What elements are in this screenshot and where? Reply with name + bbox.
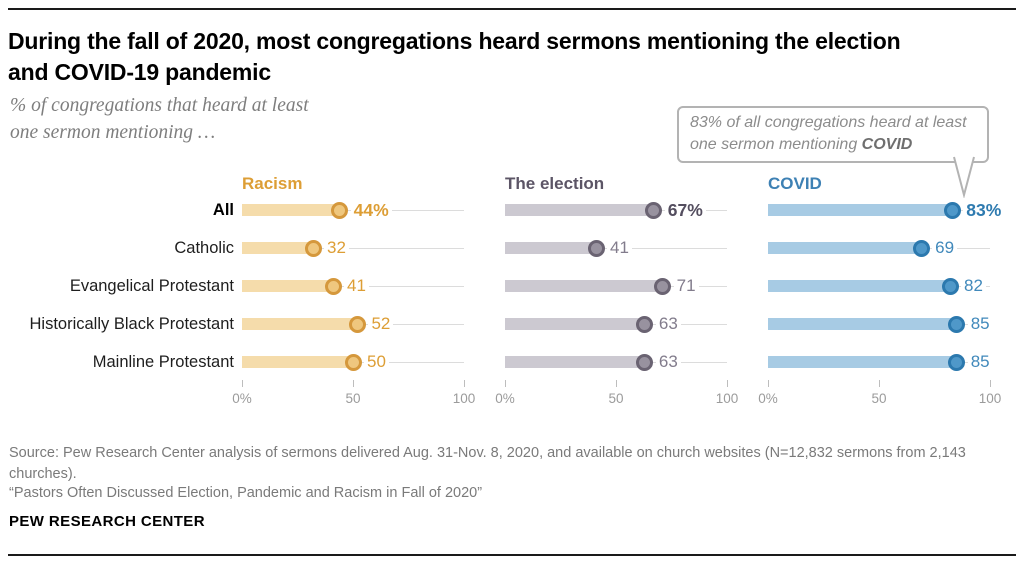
row-label-all: All xyxy=(212,201,234,219)
page-title: During the fall of 2020, most congregati… xyxy=(8,26,1018,88)
bottom-rule xyxy=(8,554,1016,556)
axis-tick xyxy=(464,380,465,387)
value-label: 63 xyxy=(655,314,681,334)
value-label: 69 xyxy=(932,238,958,258)
dot-marker xyxy=(948,353,966,371)
pew-research-center-wordmark: PEW RESEARCH CENTER xyxy=(9,513,205,530)
dot-marker xyxy=(304,239,322,257)
value-label: 32 xyxy=(324,238,349,258)
dot-marker xyxy=(587,239,605,257)
value-label: 82 xyxy=(961,276,986,296)
callout-text: 83% of all congregations heard at least … xyxy=(690,114,967,153)
axis-tick xyxy=(879,380,880,387)
axis-tick xyxy=(242,380,243,387)
chart-subtitle: % of congregations that heard at least o… xyxy=(10,92,440,146)
callout-annotation: 83% of all congregations heard at least … xyxy=(677,106,989,163)
dot-marker xyxy=(636,315,654,333)
subtitle-line-1: % of congregations that heard at least xyxy=(10,95,309,116)
row-label-evangelical-protestant: Evangelical Protestant xyxy=(69,277,234,295)
bar-covid-all xyxy=(768,204,953,216)
title-line-1: During the fall of 2020, most congregati… xyxy=(8,28,901,54)
axis-tick-label: 100 xyxy=(978,391,1002,406)
bar-the-election-all xyxy=(505,204,654,216)
dot-marker xyxy=(948,315,966,333)
value-label: 41 xyxy=(344,276,369,296)
bar-racism-all xyxy=(242,204,340,216)
axis-tick-label: 50 xyxy=(345,391,361,406)
bar-covid-mainline-protestant xyxy=(768,356,957,368)
row-label-catholic: Catholic xyxy=(174,239,234,257)
axis-tick-label: 0% xyxy=(232,391,252,406)
dot-marker xyxy=(645,201,663,219)
axis-tick xyxy=(990,380,991,387)
panel-header-covid: COVID xyxy=(768,174,822,193)
value-label: 63 xyxy=(655,352,681,372)
axis-tick xyxy=(616,380,617,387)
axis-tick-label: 0% xyxy=(758,391,778,406)
value-label: 50 xyxy=(364,352,389,372)
callout-tail-pointer xyxy=(953,156,975,198)
axis-tick-label: 100 xyxy=(452,391,476,406)
value-label: 44% xyxy=(350,200,392,220)
callout-bold-text: COVID xyxy=(861,136,913,153)
bar-covid-historically-black-protestant xyxy=(768,318,957,330)
dot-marker xyxy=(636,353,654,371)
axis-tick xyxy=(768,380,769,387)
row-label-historically-black-protestant: Historically Black Protestant xyxy=(29,315,235,333)
dot-marker xyxy=(344,353,362,371)
track-line xyxy=(242,247,464,249)
value-label: 67% xyxy=(664,200,706,220)
axis-tick-label: 50 xyxy=(871,391,887,406)
axis-tick-label: 0% xyxy=(495,391,515,406)
bar-racism-mainline-protestant xyxy=(242,356,353,368)
axis-tick xyxy=(727,380,728,387)
dot-marker xyxy=(943,201,961,219)
axis-tick-label: 100 xyxy=(715,391,739,406)
row-label-mainline-protestant: Mainline Protestant xyxy=(92,353,234,371)
bar-racism-catholic xyxy=(242,242,314,254)
dot-marker xyxy=(654,277,672,295)
value-label: 71 xyxy=(673,276,699,296)
dot-marker xyxy=(912,239,930,257)
panel-header-the-election: The election xyxy=(505,174,605,193)
bar-the-election-historically-black-protestant xyxy=(505,318,645,330)
dot-marker xyxy=(348,315,366,333)
value-label: 83% xyxy=(963,200,1005,220)
bar-covid-evangelical-protestant xyxy=(768,280,951,292)
panel-header-racism: Racism xyxy=(242,174,303,193)
value-label: 85 xyxy=(967,314,993,334)
axis-tick xyxy=(353,380,354,387)
report-title-note: “Pastors Often Discussed Election, Pande… xyxy=(9,485,483,501)
bar-the-election-mainline-protestant xyxy=(505,356,645,368)
dot-marker xyxy=(324,277,342,295)
value-label: 52 xyxy=(368,314,394,334)
subtitle-line-2: one sermon mentioning … xyxy=(10,122,216,143)
bar-racism-evangelical-protestant xyxy=(242,280,334,292)
axis-tick xyxy=(505,380,506,387)
value-label: 85 xyxy=(967,352,993,372)
bar-racism-historically-black-protestant xyxy=(242,318,358,330)
dot-marker xyxy=(331,201,349,219)
top-rule xyxy=(8,8,1016,10)
bar-the-election-evangelical-protestant xyxy=(505,280,663,292)
axis-tick-label: 50 xyxy=(608,391,624,406)
dot-marker xyxy=(941,277,959,295)
title-line-2: and COVID-19 pandemic xyxy=(8,59,271,85)
bar-covid-catholic xyxy=(768,242,922,254)
source-note: Source: Pew Research Center analysis of … xyxy=(9,445,966,482)
bar-the-election-catholic xyxy=(505,242,597,254)
value-label: 41 xyxy=(607,238,632,258)
